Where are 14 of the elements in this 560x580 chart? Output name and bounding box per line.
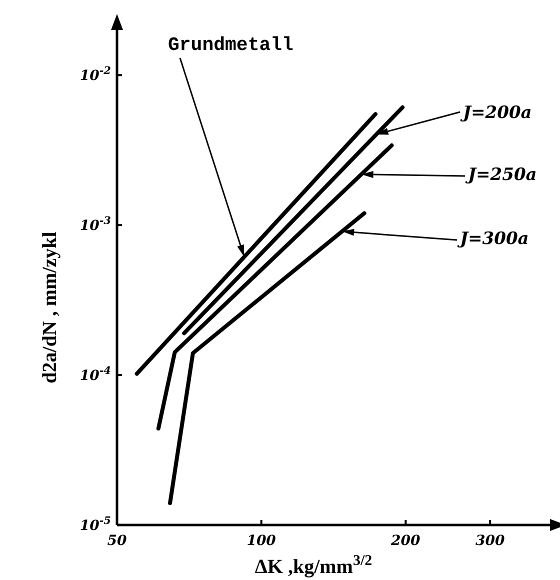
y-tick-label: 10$^{-3}$ xyxy=(80,215,111,234)
text: Grundmetall xyxy=(168,34,294,56)
legend-label: J=200a xyxy=(460,103,532,123)
y-tick-label: 10$^{-4}$ xyxy=(80,365,111,384)
y-axis-title: d2a/dN , mm/zykl xyxy=(39,231,61,384)
x-axis-title: ΔK ,kg/mm$^{3/2}$ xyxy=(254,553,372,578)
x-tick-label: 200 xyxy=(390,533,421,549)
text: J=250a xyxy=(465,165,537,185)
text: J=300a xyxy=(457,229,529,249)
y-tick-label: 10$^{-2}$ xyxy=(80,65,111,84)
x-tick-label: 300 xyxy=(475,533,505,549)
y-tick-label: 10$^{-5}$ xyxy=(80,515,111,534)
x-tick-label: 50 xyxy=(107,533,127,549)
x-tick-label: 100 xyxy=(246,533,276,549)
